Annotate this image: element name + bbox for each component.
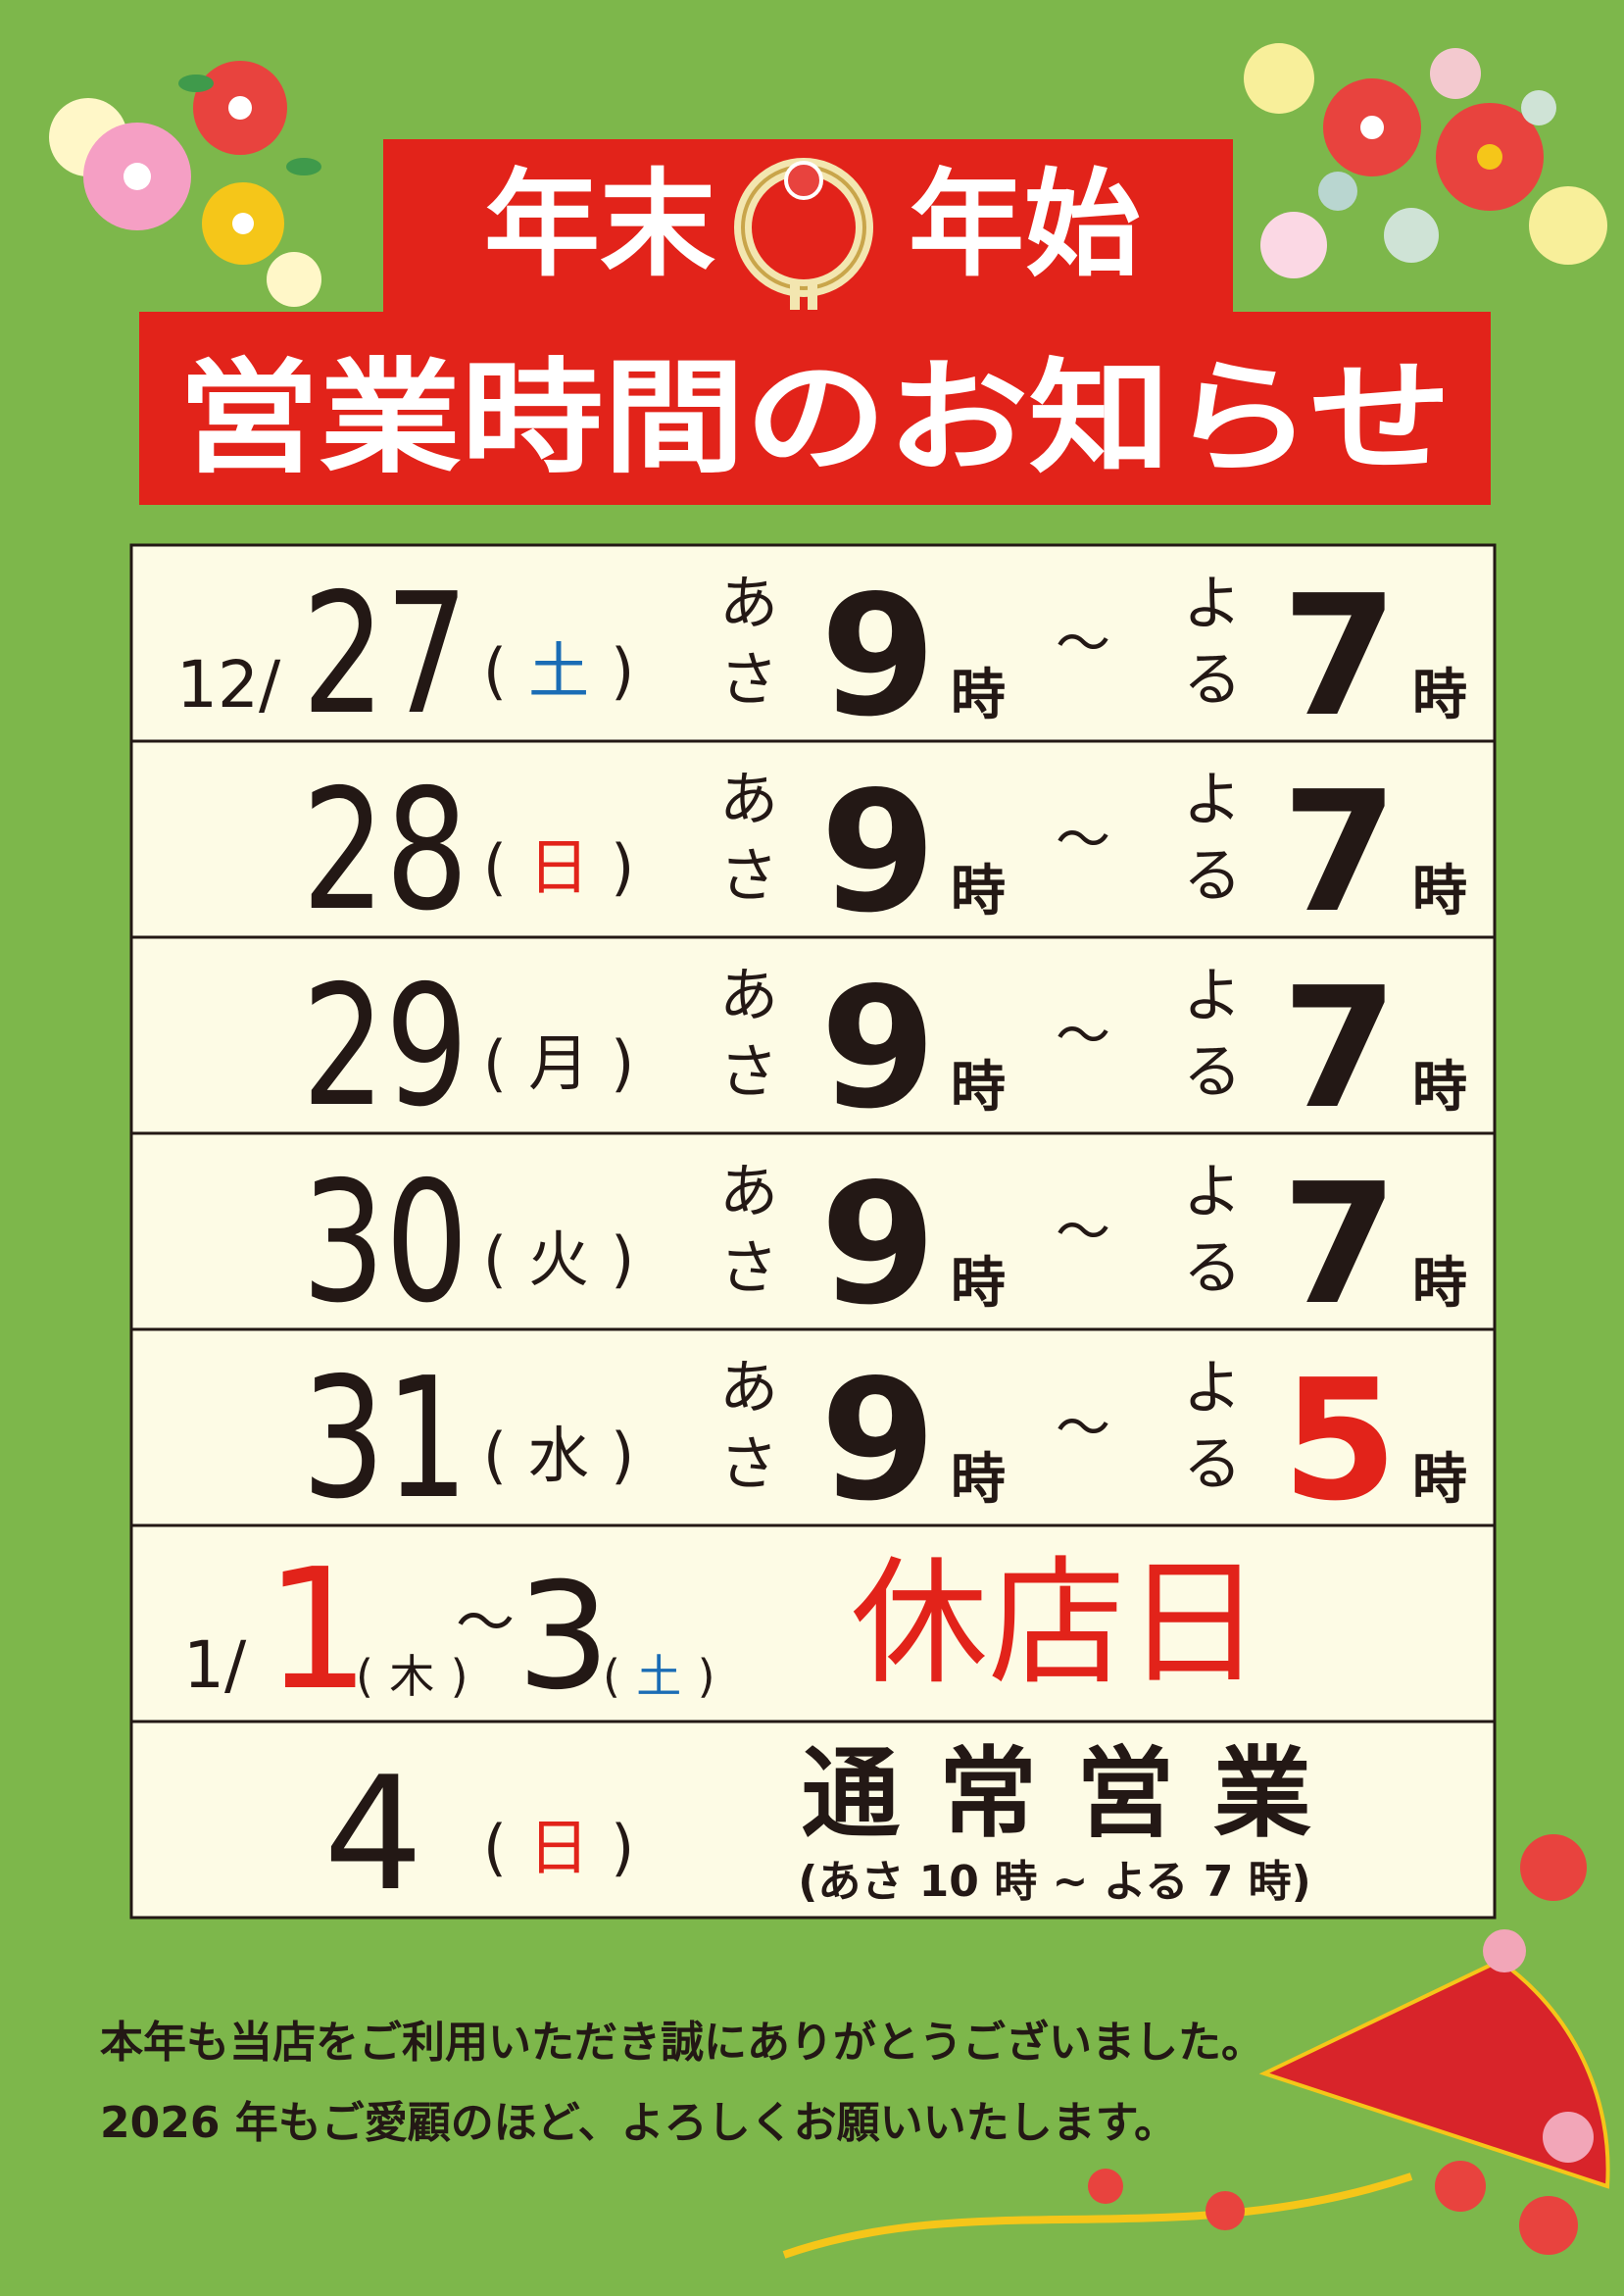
bracket: ) [611,1812,634,1883]
open-hour: 9 [820,1148,936,1342]
day: 28 [302,754,468,948]
table-row [129,1131,1497,1331]
start-day: 1 [265,1533,370,1727]
hour-unit: 時 [1412,1448,1467,1512]
evening-label: よる [1183,1354,1242,1499]
title-line2: 営業時間のお知らせ [177,346,1452,490]
evening-label: よる [1183,1158,1242,1303]
open-hour: 9 [820,952,936,1146]
weekday: 土 [636,1650,681,1703]
bracket: ) [611,1027,634,1099]
shimenawa-icon [734,158,873,310]
tilde: 〜 [1056,1201,1110,1265]
decoration-flowers-right [1244,43,1607,278]
bracket: ) [698,1650,715,1703]
hour-unit: 時 [1412,1056,1467,1120]
hour-unit: 時 [951,1448,1006,1512]
title-line1-left: 年末 [484,157,715,292]
weekday: 土 [528,635,589,707]
bracket: ) [611,635,634,707]
bracket: ) [611,1420,634,1491]
morning-label: あさ [719,1158,778,1303]
hour-unit: 時 [951,1056,1006,1120]
open-hour: 9 [820,756,936,950]
day: 27 [302,558,468,752]
title-line1-right: 年始 [909,157,1140,292]
close-hour: 7 [1282,952,1398,1146]
table-row [129,1523,1497,1723]
day: 30 [302,1146,468,1340]
hour-unit: 時 [1412,860,1467,923]
table-row [129,543,1497,743]
bracket: ) [611,831,634,903]
day: 4 [323,1742,423,1925]
hour-unit: 時 [951,1252,1006,1316]
weekday: 火 [528,1223,589,1295]
close-hour: 7 [1282,756,1398,950]
bracket: ) [611,1223,634,1295]
day: 29 [302,950,468,1144]
bracket: ) [451,1650,468,1703]
table-row [129,739,1497,939]
tilde: 〜 [1056,1005,1110,1069]
tilde: 〜 [456,1589,515,1658]
morning-label: あさ [719,962,778,1107]
tilde: 〜 [1056,1397,1110,1461]
decoration-flowers-left [49,61,321,307]
evening-label: よる [1183,570,1242,715]
close-hour: 7 [1282,1148,1398,1342]
morning-label: あさ [719,1354,778,1499]
evening-label: よる [1183,766,1242,911]
bracket: ( [483,1812,507,1883]
schedule-table: 12/27(土)あさ 時9 〜よる 7 時28(日)あさ 時9 〜よる 7 時29(月)あさ 時9… [129,543,1497,1925]
holiday-text: 休店日 [851,1544,1262,1704]
open-hour: 9 [820,560,936,754]
morning-label: あさ [719,570,778,715]
table-row [129,935,1497,1135]
hour-unit: 時 [951,860,1006,923]
weekday: 水 [528,1420,589,1491]
bracket: ( [483,635,507,707]
decoration-fan [782,1834,1610,2259]
title-box-bottom [139,312,1491,505]
hour-unit: 時 [1412,664,1467,727]
day: 31 [302,1342,468,1536]
bracket: ( [483,831,507,903]
footer-line: 2026 年もご愛顧のほど、よろしくお願いいたします。 [100,2098,1177,2148]
month: 12/ [176,647,281,723]
weekday: 日 [528,1812,589,1883]
weekday: 日 [528,831,589,903]
reopen-hours: (あさ 10 時 ~ よる 7 時) [798,1857,1311,1907]
open-hour: 9 [820,1344,936,1538]
end-day: 3 [517,1552,610,1722]
bracket: ( [483,1027,507,1099]
table-row [129,1327,1497,1527]
bracket: ( [603,1650,620,1703]
tilde: 〜 [1056,809,1110,873]
evening-label: よる [1183,962,1242,1107]
table-row [129,1720,1497,1920]
weekday: 木 [389,1650,434,1703]
bracket: ( [356,1650,373,1703]
close-hour: 7 [1282,560,1398,754]
bracket: ( [483,1420,507,1491]
month: 1/ [183,1627,247,1703]
hour-unit: 時 [951,664,1006,727]
hour-unit: 時 [1412,1252,1467,1316]
close-hour: 5 [1282,1344,1398,1538]
footer-line: 本年も当店をご利用いただき誠にありがとうございました。 [100,2018,1264,2068]
morning-label: あさ [719,766,778,911]
bracket: ( [483,1223,507,1295]
weekday: 月 [528,1027,589,1099]
tilde: 〜 [1056,613,1110,676]
